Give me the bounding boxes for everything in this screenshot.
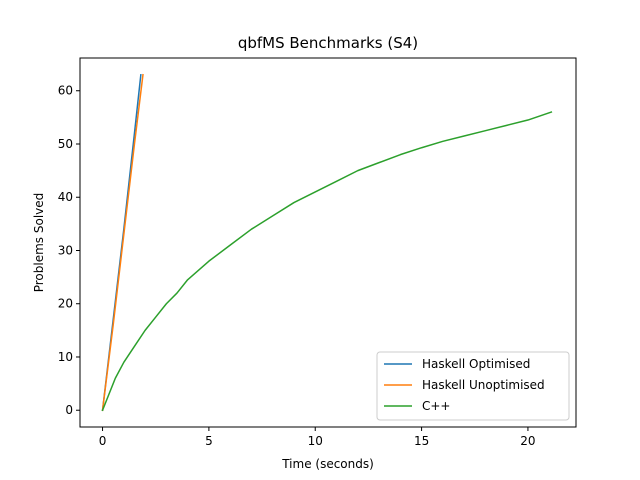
legend: Haskell Optimised Haskell Unoptimised C++ [376, 351, 570, 421]
y-axis-label: Problems Solved [32, 193, 46, 293]
legend-box [376, 351, 570, 421]
plot-frame [79, 57, 577, 428]
y-tick-label: 50 [58, 137, 73, 151]
y-tick-label: 10 [58, 350, 73, 364]
series-line-haskell-unoptimised [101, 73, 144, 412]
x-axis-ticks: 0 5 10 15 20 [99, 427, 536, 448]
legend-label: C++ [422, 399, 451, 413]
x-tick-label: 0 [99, 434, 107, 448]
legend-label: Haskell Optimised [422, 357, 530, 371]
x-axis-label: Time (seconds) [281, 457, 374, 471]
y-tick-label: 30 [58, 243, 73, 257]
x-tick-label: 20 [520, 434, 535, 448]
x-tick-label: 15 [414, 434, 429, 448]
y-tick-label: 40 [58, 190, 73, 204]
chart-title: qbfMS Benchmarks (S4) [238, 34, 418, 52]
x-tick-label: 10 [308, 434, 323, 448]
series-layer [101, 73, 553, 412]
y-tick-label: 20 [58, 297, 73, 311]
y-tick-label: 60 [58, 84, 73, 98]
series-line-c [101, 111, 553, 412]
legend-label: Haskell Unoptimised [422, 378, 545, 392]
y-tick-label: 0 [65, 403, 73, 417]
x-tick-label: 5 [205, 434, 213, 448]
y-axis-ticks: 0 10 20 30 40 50 60 [58, 84, 80, 417]
